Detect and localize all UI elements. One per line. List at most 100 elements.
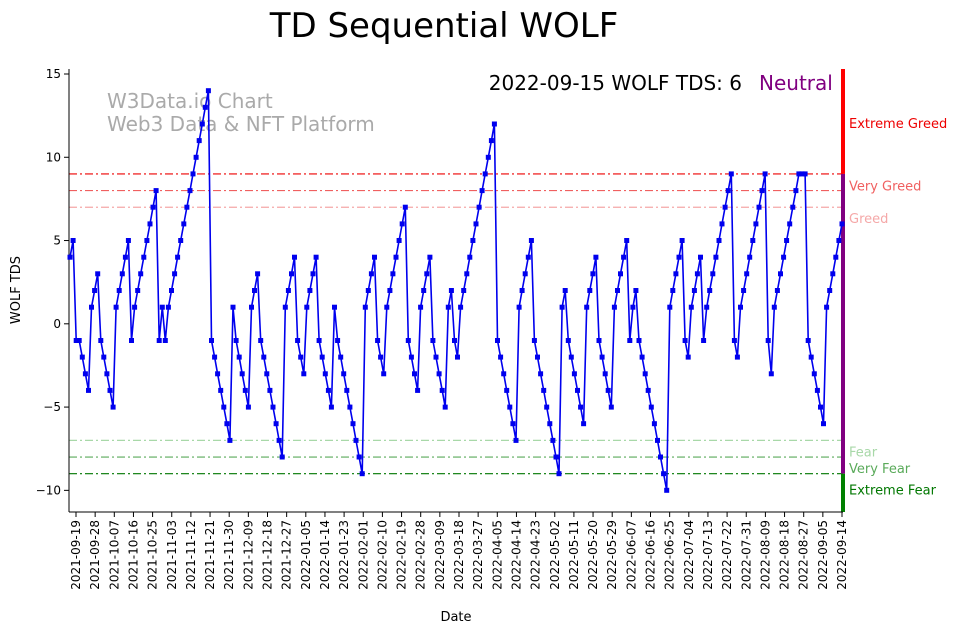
- data-point: [510, 421, 516, 427]
- data-point: [658, 454, 663, 460]
- data-point: [513, 437, 519, 443]
- data-point: [196, 138, 202, 144]
- chart-title: TD Sequential WOLF: [269, 6, 619, 46]
- x-tick-label: 2022-05-11: [567, 520, 581, 590]
- data-point: [172, 271, 178, 277]
- data-point: [608, 404, 614, 410]
- data-point: [599, 354, 605, 360]
- data-point: [535, 354, 540, 360]
- data-point: [393, 254, 399, 260]
- x-tick-label: 2022-04-14: [509, 520, 523, 590]
- data-point: [310, 271, 316, 277]
- data-point: [716, 238, 722, 243]
- data-point: [125, 238, 131, 243]
- x-tick-label: 2021-12-09: [241, 520, 255, 590]
- data-point: [285, 288, 291, 293]
- x-tick-label: 2022-08-09: [758, 520, 772, 590]
- x-tick-label: 2022-02-19: [395, 520, 409, 590]
- data-point: [799, 171, 805, 177]
- data-point: [430, 338, 436, 343]
- data-point: [784, 238, 790, 243]
- data-point: [741, 288, 747, 293]
- data-point: [833, 254, 839, 260]
- data-point: [445, 304, 451, 310]
- y-tick-label: −5: [43, 400, 61, 414]
- data-point: [332, 304, 337, 310]
- data-point: [338, 354, 344, 360]
- x-tick-label: 2022-01-14: [318, 520, 332, 590]
- x-tick-label: 2022-05-02: [548, 520, 562, 590]
- data-point: [396, 238, 402, 243]
- data-point: [405, 338, 411, 343]
- data-point: [101, 354, 107, 360]
- data-point: [698, 254, 703, 260]
- data-point: [802, 171, 808, 177]
- x-tick-label: 2022-04-23: [529, 520, 543, 590]
- data-point: [181, 221, 187, 227]
- data-point: [113, 304, 119, 310]
- x-tick-label: 2021-12-18: [261, 520, 275, 590]
- data-point: [805, 338, 811, 343]
- data-point: [273, 421, 279, 427]
- data-point: [159, 304, 165, 310]
- x-tick-label: 2022-03-27: [471, 520, 485, 590]
- data-point: [135, 288, 141, 293]
- data-point: [122, 254, 128, 260]
- x-ticks: 2021-09-19 2021-09-28 2021-10-07 2021-10-16…: [69, 512, 849, 590]
- data-point: [141, 254, 147, 260]
- data-point: [694, 271, 700, 277]
- data-point: [282, 304, 288, 310]
- y-ticks: −10 −5 0 5 10 15: [36, 67, 69, 497]
- data-point: [781, 254, 787, 260]
- data-point: [424, 271, 430, 277]
- data-point: [704, 304, 710, 310]
- data-point: [227, 437, 233, 443]
- data-point: [664, 487, 670, 493]
- data-point: [565, 338, 571, 343]
- data-point: [550, 437, 556, 443]
- data-point: [335, 338, 341, 343]
- data-point: [436, 371, 442, 377]
- x-tick-label: 2021-09-28: [88, 520, 102, 590]
- data-point: [359, 471, 365, 477]
- data-point: [202, 104, 208, 110]
- data-point: [301, 371, 307, 377]
- data-point: [325, 387, 331, 393]
- x-tick-label: 2022-02-28: [414, 520, 428, 590]
- data-point: [584, 304, 590, 310]
- data-point: [365, 288, 371, 293]
- data-point: [193, 154, 199, 160]
- x-tick-label: 2022-07-22: [720, 520, 734, 590]
- series-points: [67, 88, 845, 493]
- data-point: [590, 271, 596, 277]
- data-point: [762, 171, 768, 177]
- x-tick-label: 2022-03-18: [452, 520, 466, 590]
- data-point: [568, 354, 574, 360]
- axes: [68, 69, 843, 513]
- data-point: [728, 171, 734, 177]
- data-point: [464, 271, 470, 277]
- data-point: [522, 271, 528, 277]
- data-point: [261, 354, 267, 360]
- data-point: [765, 338, 771, 343]
- data-point: [307, 288, 313, 293]
- data-point: [713, 254, 719, 260]
- data-point: [156, 338, 162, 343]
- data-point: [255, 271, 261, 277]
- greed-zone: [841, 69, 845, 174]
- data-point: [676, 254, 682, 260]
- threshold-lines: [69, 173, 843, 475]
- data-point: [98, 338, 104, 343]
- data-point: [633, 288, 639, 293]
- watermark-line-2: Web3 Data & NFT Platform: [107, 112, 375, 136]
- data-point: [390, 271, 396, 277]
- data-point: [258, 338, 264, 343]
- y-tick-label: 0: [53, 317, 61, 331]
- data-point: [412, 371, 417, 377]
- x-tick-label: 2022-03-09: [433, 520, 447, 590]
- data-point: [495, 338, 500, 343]
- x-tick-label: 2022-06-16: [644, 520, 658, 590]
- data-point: [731, 338, 737, 343]
- data-point: [215, 371, 221, 377]
- data-point: [725, 188, 731, 194]
